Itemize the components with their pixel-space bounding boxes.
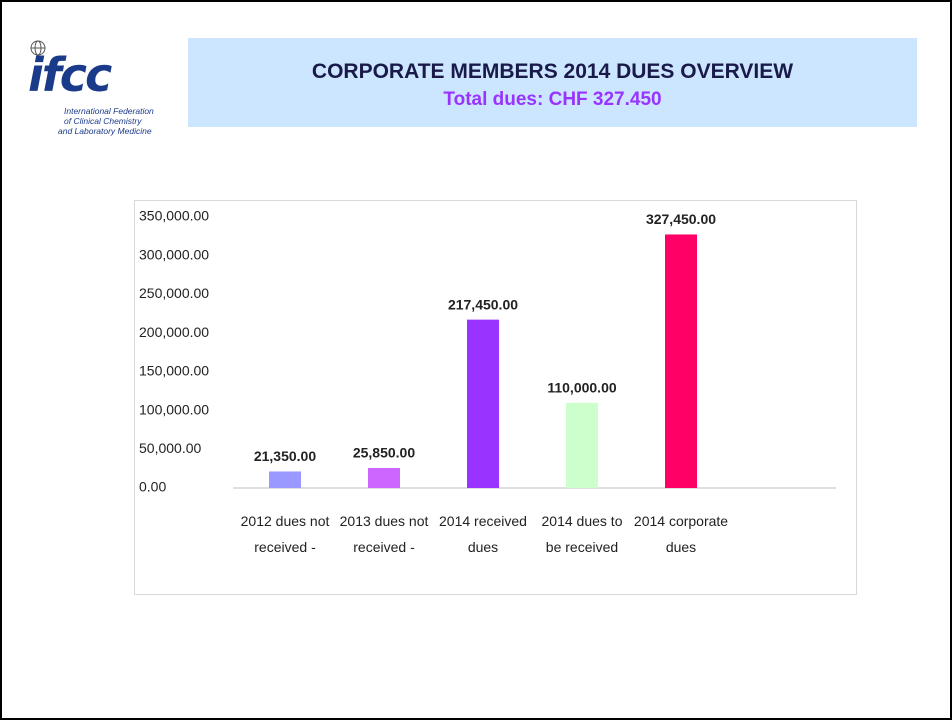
y-tick-label: 300,000.00: [139, 246, 209, 262]
globe-icon: [30, 40, 46, 56]
chart-frame: 0.00 50,000.00 100,000.00 150,000.00 200,000…: [134, 200, 857, 595]
y-tick-label: 150,000.00: [139, 363, 209, 379]
data-label: 327,450.00: [646, 211, 716, 227]
logo-line: and Laboratory Medicine: [58, 126, 152, 136]
chart: 0.00 50,000.00 100,000.00 150,000.00 200,000…: [139, 208, 836, 495]
logo-line: of Clinical Chemistry: [64, 116, 142, 126]
x-tick-label: 2013 dues not received -: [339, 513, 429, 555]
x-tick-label: 2014 received dues: [439, 513, 527, 555]
logo-line: International Federation: [64, 106, 154, 116]
subtitle: Total dues: CHF 327.450: [443, 89, 662, 110]
data-label: 110,000.00: [547, 380, 617, 396]
title: CORPORATE MEMBERS 2014 DUES OVERVIEW: [311, 60, 794, 83]
y-tick-label: 350,000.00: [139, 208, 209, 224]
x-tick-label: 2014 dues to be received: [541, 513, 623, 555]
x-tick-label: 2012 dues not received -: [240, 513, 330, 555]
data-label: 25,850.00: [353, 445, 415, 461]
bar: [467, 319, 499, 488]
y-tick-label: 0.00: [139, 479, 166, 495]
y-tick-label: 50,000.00: [139, 440, 201, 456]
data-label: 217,450.00: [448, 296, 518, 312]
bar: [368, 467, 400, 488]
logo-text: ifcc: [28, 48, 112, 102]
bar: [566, 402, 598, 488]
x-tick-label: 2014 corporate dues: [633, 513, 729, 555]
bar: [269, 471, 301, 488]
header-box: CORPORATE MEMBERS 2014 DUES OVERVIEW Tot…: [188, 38, 917, 127]
bar: [665, 234, 697, 488]
y-tick-label: 200,000.00: [139, 324, 209, 340]
data-label: 21,350.00: [254, 448, 316, 464]
y-tick-label: 100,000.00: [139, 401, 209, 417]
y-tick-label: 250,000.00: [139, 285, 209, 301]
logo: ifcc International Federation of Clinica…: [28, 36, 188, 146]
